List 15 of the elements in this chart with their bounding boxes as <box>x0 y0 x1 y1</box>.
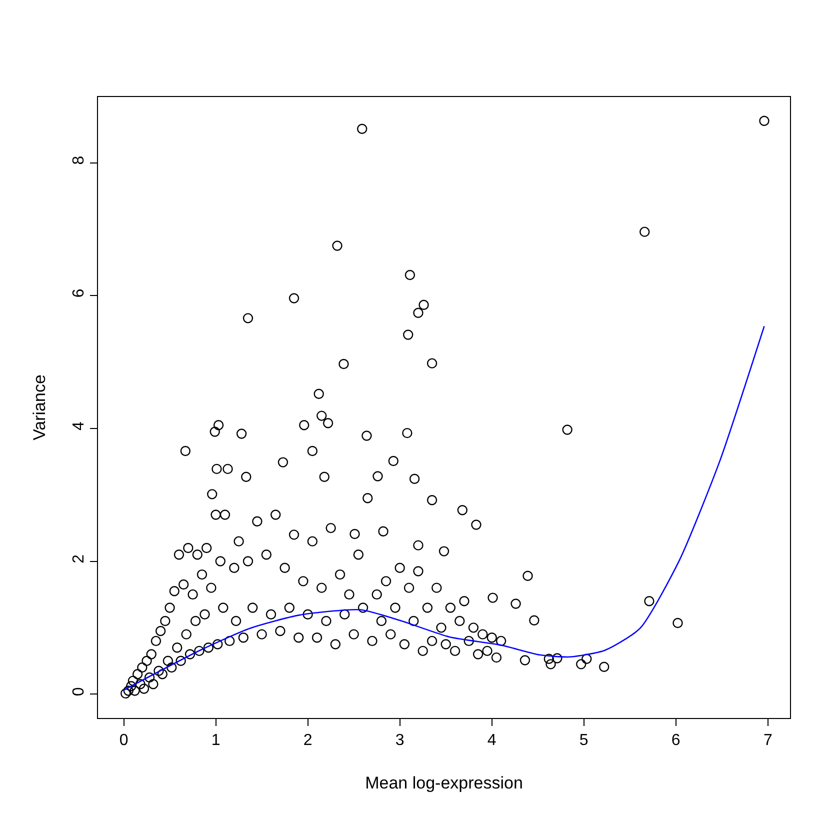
x-tick-label: 5 <box>579 732 588 750</box>
y-tick-label: 8 <box>70 156 88 165</box>
y-tick-label: 0 <box>70 687 88 696</box>
y-tick-label: 6 <box>70 288 88 298</box>
x-tick-label: 0 <box>119 732 128 750</box>
x-tick-label: 2 <box>303 732 312 750</box>
x-tick-label: 4 <box>487 732 496 750</box>
x-tick-label: 1 <box>211 732 220 750</box>
x-tick-label: 7 <box>763 732 772 750</box>
x-tick-label: 3 <box>395 732 404 750</box>
y-axis-title: Variance <box>30 374 50 440</box>
x-tick-label: 6 <box>671 732 680 750</box>
x-axis-title: Mean log-expression <box>365 774 523 793</box>
y-tick-label: 2 <box>70 554 88 564</box>
y-tick-label: 4 <box>70 421 88 430</box>
